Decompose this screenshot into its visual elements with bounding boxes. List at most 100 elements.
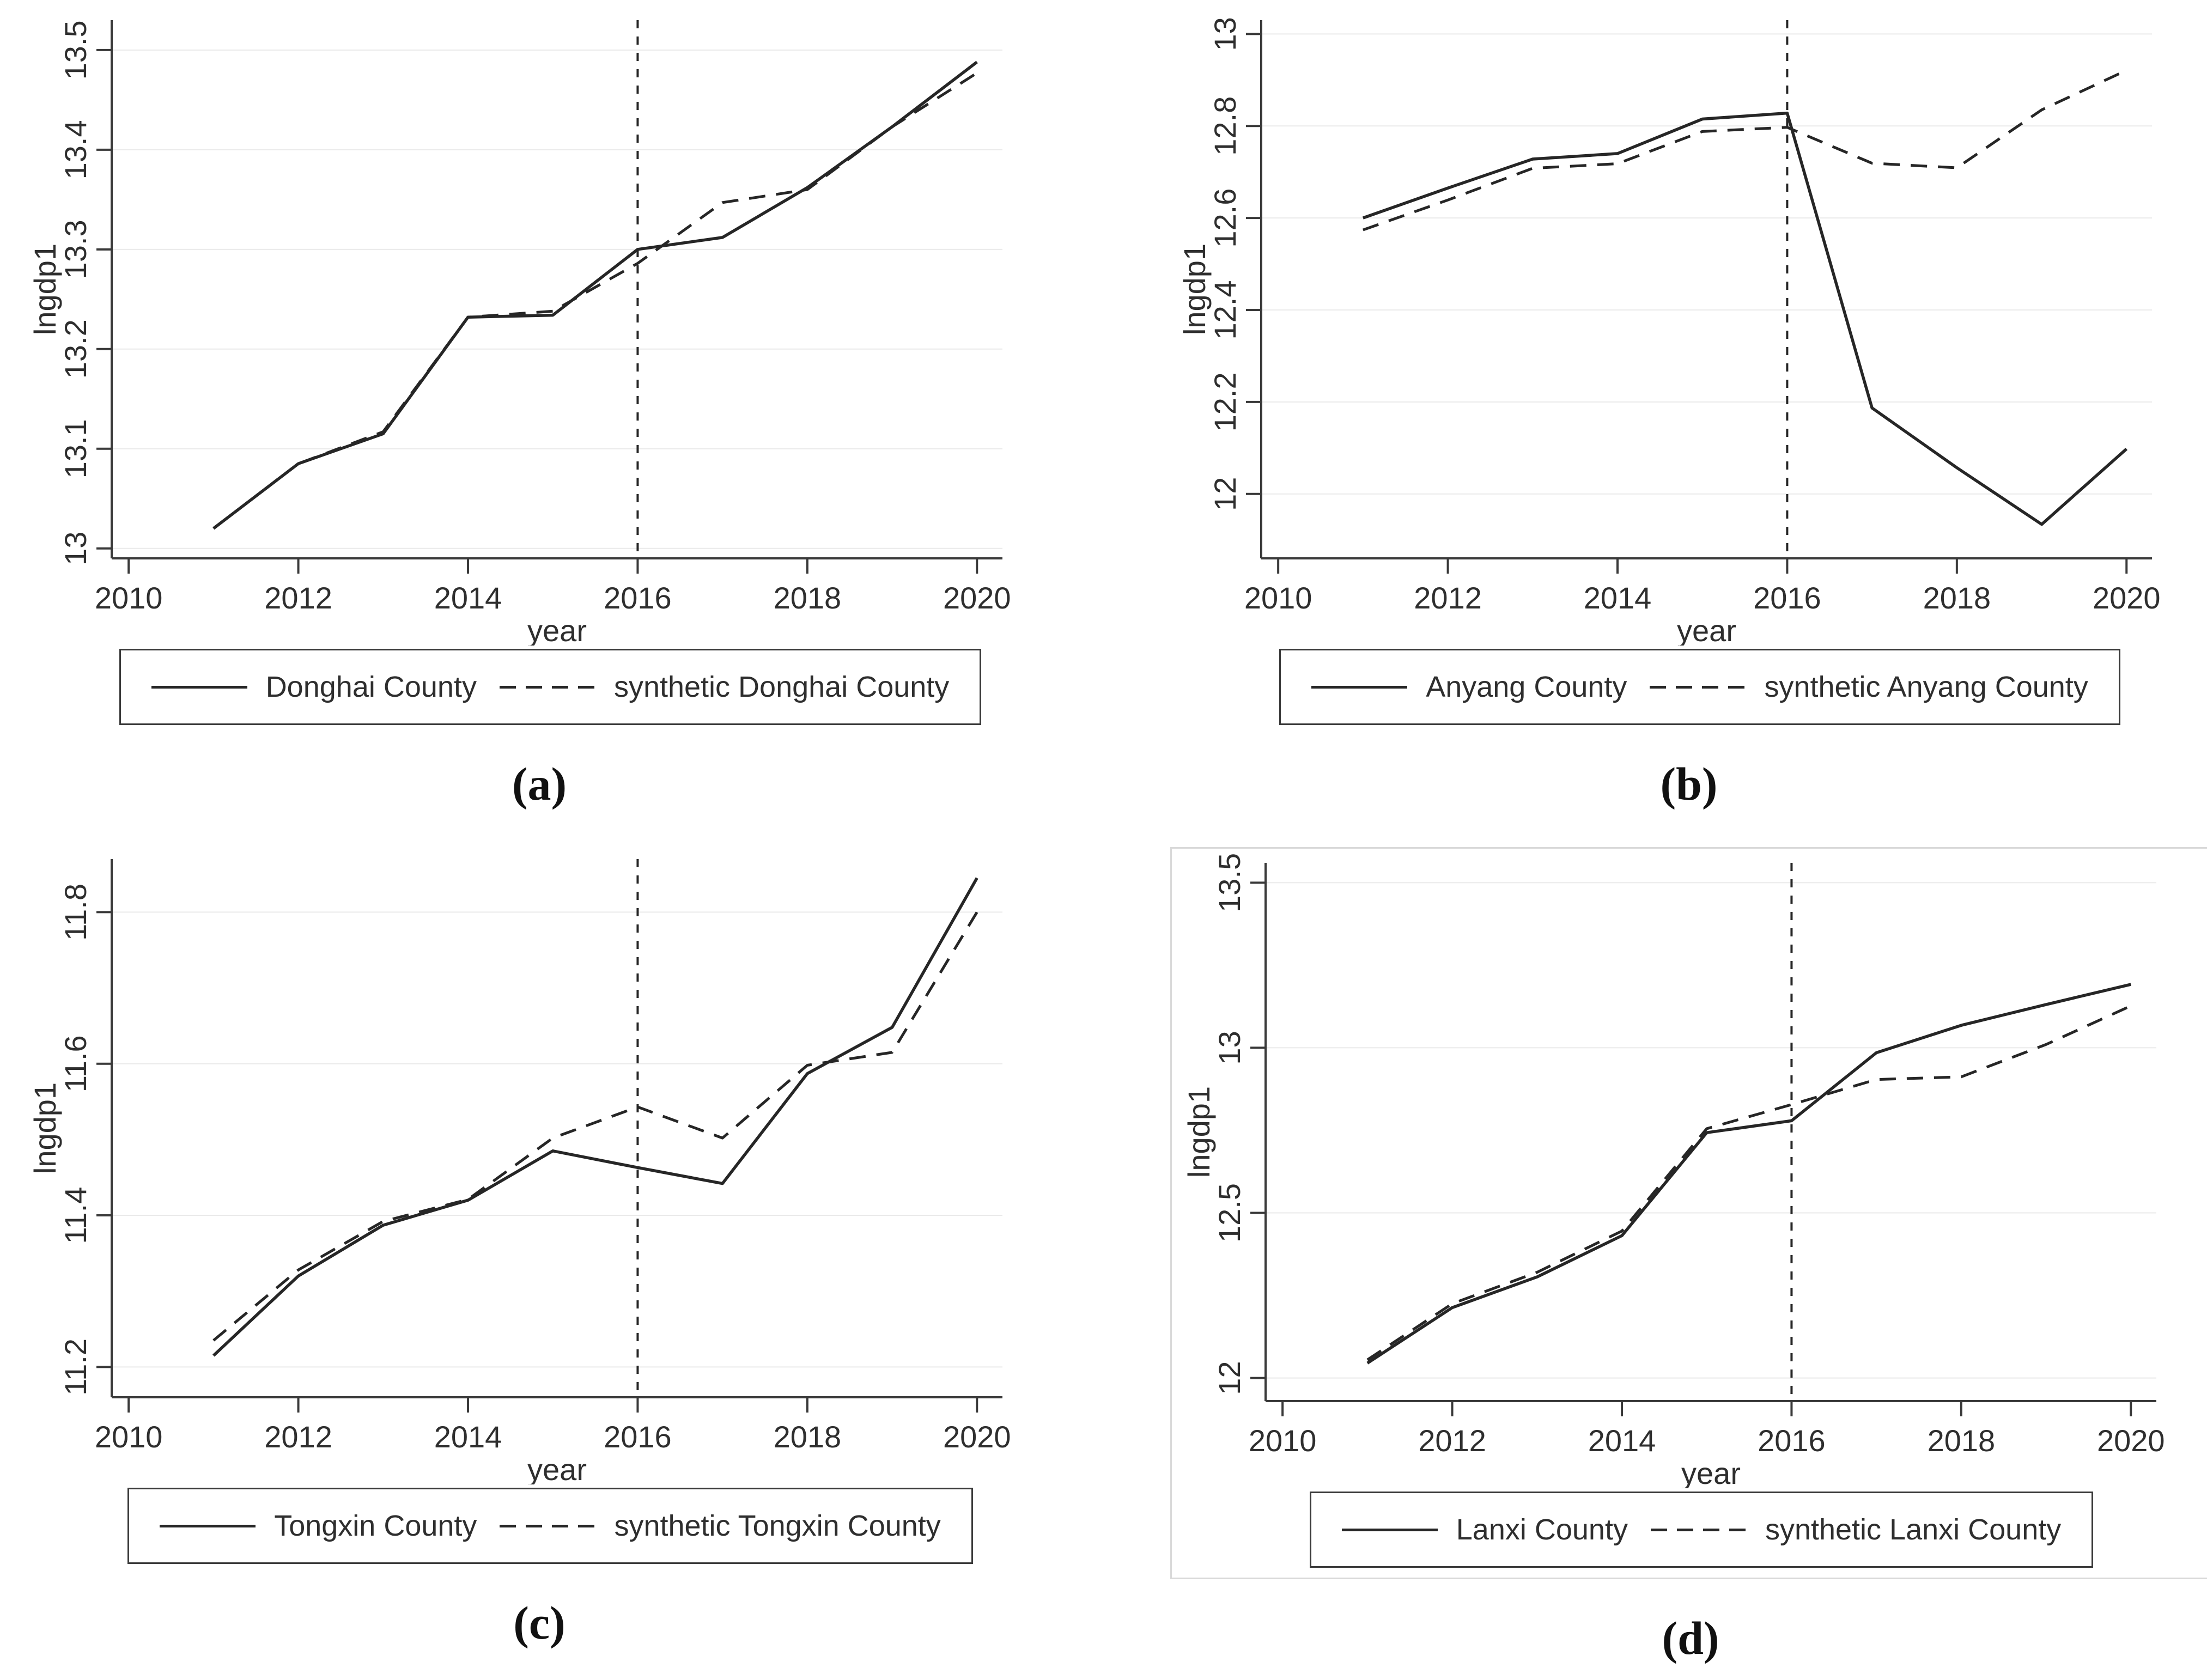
panel-b-chart: 12 12.2 12.4 12.6 12.8 13 lngdp1 2010 2012 2014 20… [1177,17,2161,646]
y-tick-label: 13.2 [58,319,93,379]
y-tick-label: 12 [1212,1361,1247,1395]
panel-a-chart: 13 13.1 13.2 13.3 13.4 13.5 lngdp1 2010 2012 2014… [28,20,1011,646]
x-tick-label: 2010 [1249,1423,1317,1458]
y-tick-label: 11.8 [58,884,93,941]
y-tick-label: 12 [1208,477,1242,511]
legend-label-dashed: synthetic Anyang County [1764,671,2088,703]
panel-c-chart: 11.2 11.4 11.6 11.8 lngdp1 2010 2012 2014 2016 20… [28,859,1011,1484]
y-tick-label: 11.6 [58,1035,93,1092]
x-tick-label: 2014 [434,581,502,615]
y-tick-label: 13.5 [58,20,93,80]
solid-line-sample [1341,1528,1438,1531]
y-tick-label: 12.2 [1208,372,1242,431]
legend-label-solid: Tongxin County [274,1509,477,1542]
y-tick-label: 12.4 [1208,281,1242,340]
legend-label-solid: Anyang County [1426,671,1627,703]
x-tick-label: 2012 [264,581,332,615]
series-solid [212,60,978,530]
legend-entry-solid: Lanxi County [1341,1513,1628,1547]
legend-entry-solid: Tongxin County [160,1509,477,1543]
x-tick-label: 2010 [95,1420,163,1454]
x-tick-label: 2010 [95,581,163,615]
legend-entry-dashed: synthetic Donghai County [499,670,950,704]
y-axis-title: lngdp1 [28,244,62,335]
panel-d-chart: 12 12.5 13 13.5 lngdp1 2010 2012 2014 2016 2018 20… [1182,853,2165,1488]
series-dashed [212,71,978,530]
series-dashed [212,911,978,1342]
legend-label-solid: Lanxi County [1456,1513,1628,1546]
x-tick-label: 2018 [774,1420,842,1454]
x-tick-label: 2018 [1923,581,1991,615]
x-tick-label: 2012 [1418,1423,1486,1458]
legend-label-dashed: synthetic Donghai County [613,671,950,703]
x-tick-label: 2016 [604,581,672,615]
y-tick-label: 13.3 [58,220,93,279]
y-tick-label: 12.5 [1212,1183,1247,1243]
dashed-line-sample [1650,685,1746,689]
panel-c-legend: Tongxin County synthetic Tongxin County [19,1488,1060,1564]
legend-label-dashed: synthetic Lanxi County [1765,1513,2062,1546]
solid-line-sample [160,1524,256,1527]
y-tick-label: 13 [1208,17,1242,51]
legend-box: Donghai County synthetic Donghai County [119,649,982,725]
series-solid [1362,111,2128,526]
y-tick-label: 12.8 [1208,96,1242,156]
panel-caption-b: (b) [1660,758,1718,810]
y-axis-title: lngdp1 [1177,244,1212,335]
x-tick-label: 2016 [1758,1423,1826,1458]
solid-line-sample [1311,685,1408,689]
legend-box: Lanxi County synthetic Lanxi County [1309,1492,2094,1568]
legend-box: Tongxin County synthetic Tongxin County [127,1488,973,1564]
legend-label-solid: Donghai County [265,671,477,703]
panel-caption-d: (d) [1662,1612,1719,1664]
panel-b: 12 12.2 12.4 12.6 12.8 13 lngdp1 2010 2012 2014 20… [1169,8,2207,811]
legend-entry-dashed: synthetic Tongxin County [500,1509,941,1543]
x-axis-title: year [1681,1456,1741,1488]
y-tick-label: 12.6 [1208,188,1242,248]
solid-line-sample [151,685,247,689]
legend-entry-dashed: synthetic Lanxi County [1650,1513,2062,1547]
panel-d-legend: Lanxi County synthetic Lanxi County [1173,1492,2207,1568]
x-tick-label: 2010 [1244,581,1312,615]
panel-a-legend: Donghai County synthetic Donghai County [19,649,1060,725]
y-tick-label: 11.2 [58,1338,93,1396]
panel-d: 12 12.5 13 13.5 lngdp1 2010 2012 2014 2016 2018 20… [1170,847,2207,1665]
legend-label-dashed: synthetic Tongxin County [614,1509,941,1542]
series-solid [212,877,978,1357]
dashed-line-sample [1650,1528,1747,1531]
panel-b-legend: Anyang County synthetic Anyang County [1169,649,2207,725]
y-axis-title: lngdp1 [28,1082,62,1174]
legend-entry-dashed: synthetic Anyang County [1650,670,2088,704]
x-tick-label: 2020 [943,1420,1011,1454]
panel-caption-a: (a) [512,758,567,810]
x-tick-label: 2020 [2093,581,2161,615]
y-axis-title: lngdp1 [1182,1086,1216,1178]
x-tick-label: 2020 [943,581,1011,615]
x-tick-label: 2018 [1928,1423,1996,1458]
dashed-line-sample [499,685,595,689]
series-solid [1366,983,2131,1365]
x-tick-label: 2014 [1584,581,1652,615]
x-tick-label: 2018 [774,581,842,615]
x-tick-label: 2014 [1588,1423,1656,1458]
x-tick-label: 2020 [2097,1423,2165,1458]
y-tick-label: 13.5 [1212,853,1247,912]
x-tick-label: 2012 [1414,581,1482,615]
x-tick-label: 2016 [1753,581,1821,615]
panel-a: 13 13.1 13.2 13.3 13.4 13.5 lngdp1 2010 2012 2014… [19,8,1060,811]
x-axis-title: year [1677,613,1736,646]
y-tick-label: 13.4 [58,120,93,179]
series-dashed [1366,1005,2132,1361]
x-axis-title: year [527,1452,587,1484]
x-tick-label: 2012 [264,1420,332,1454]
y-tick-label: 11.4 [58,1187,93,1244]
y-tick-label: 13 [1212,1031,1247,1064]
dashed-line-sample [500,1524,596,1527]
series-dashed [1363,69,2127,232]
x-tick-label: 2014 [434,1420,502,1454]
panel-c: 11.2 11.4 11.6 11.8 lngdp1 2010 2012 2014 2016 20… [19,847,1060,1650]
y-tick-label: 13.1 [58,419,93,478]
x-axis-title: year [527,613,587,646]
x-tick-label: 2016 [604,1420,672,1454]
